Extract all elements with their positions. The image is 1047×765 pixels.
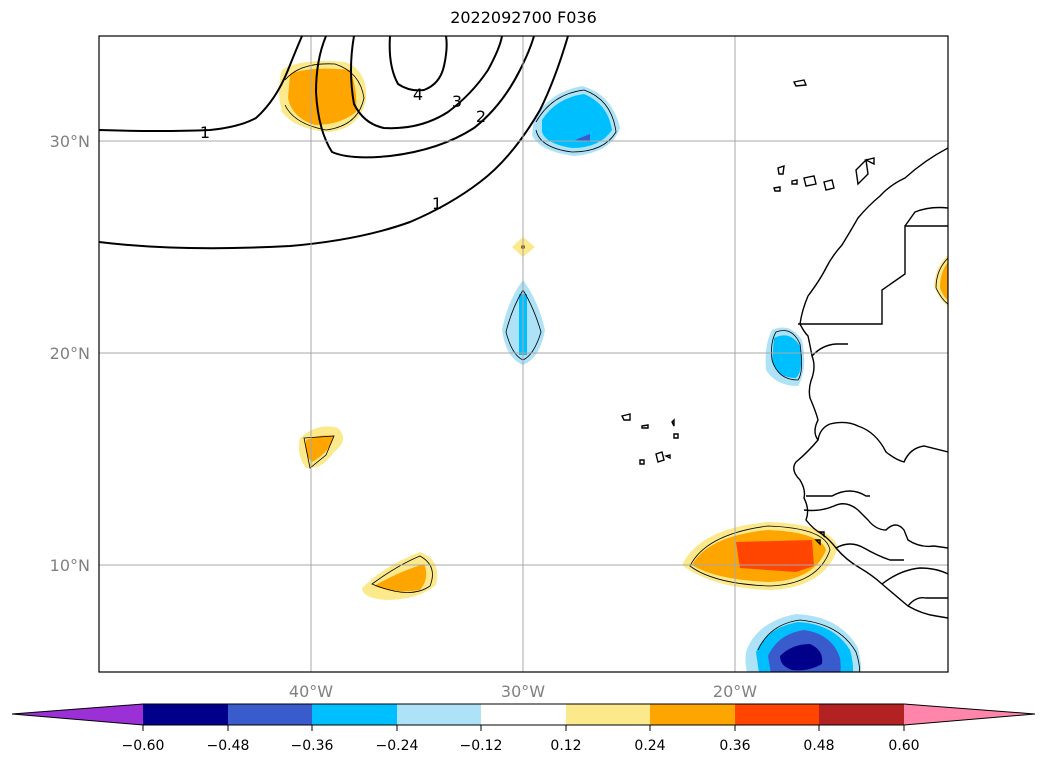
- contour-lines: [99, 36, 569, 250]
- lat-label: 10°N: [50, 556, 90, 575]
- blob-southeast-blue: [745, 614, 861, 672]
- lon-label: 20°W: [713, 682, 757, 701]
- lat-label: 20°N: [50, 344, 90, 363]
- colorbar: −0.60 −0.48 −0.36 −0.24 −0.12 0.12 0.24 …: [11, 703, 1036, 754]
- blob-east-blue: [765, 327, 805, 386]
- blob-east-edge-orange: [934, 255, 948, 306]
- colorbar-under-triangle: [12, 704, 143, 725]
- colorbar-segment: [481, 704, 566, 725]
- colorbar-over-triangle: [904, 704, 1035, 725]
- blob-north-orange: [279, 61, 367, 132]
- colorbar-segment: [819, 704, 904, 725]
- colorbar-tick-label: 0.60: [888, 738, 919, 754]
- colorbar-segment: [312, 704, 397, 725]
- lat-label: 30°N: [50, 132, 90, 151]
- colorbar-tick-label: −0.12: [460, 738, 503, 754]
- islands: [620, 79, 875, 546]
- blob-west-orange: [298, 426, 344, 469]
- blob-southeast-orange-red: [682, 522, 838, 590]
- contour-label: 4: [413, 85, 423, 104]
- colorbar-segment: [735, 704, 820, 725]
- colorbar-segment: [397, 704, 482, 725]
- colorbar-tick-label: 0.24: [634, 738, 665, 754]
- coastline-africa: [793, 147, 948, 619]
- contour-label: 1: [200, 123, 210, 142]
- colorbar-segment: [650, 704, 735, 725]
- colorbar-tick-label: 0.12: [550, 738, 581, 754]
- colorbar-tick-label: 0.36: [719, 738, 750, 754]
- colorbar-tick-label: −0.48: [207, 738, 250, 754]
- colorbar-segment: [143, 704, 228, 725]
- contour-label: 2: [476, 107, 486, 126]
- map-title: 2022092700 F036: [450, 8, 597, 27]
- colorbar-tick-label: 0.48: [803, 738, 834, 754]
- contour-label: 3: [452, 92, 462, 111]
- colorbar-segment: [566, 704, 651, 725]
- map-frame: [98, 35, 949, 673]
- colorbar-tick-label: −0.24: [376, 738, 419, 754]
- lon-label: 30°W: [501, 682, 545, 701]
- colorbar-tick-label: −0.36: [291, 738, 334, 754]
- blob-southwest-orange: [362, 552, 438, 600]
- colorbar-segment: [228, 704, 313, 725]
- colorbar-tick-label: −0.60: [122, 738, 165, 754]
- lon-label: 40°W: [289, 682, 333, 701]
- gridlines: [99, 36, 948, 672]
- contour-label: 1: [432, 194, 442, 213]
- blob-north-blue: [532, 86, 620, 156]
